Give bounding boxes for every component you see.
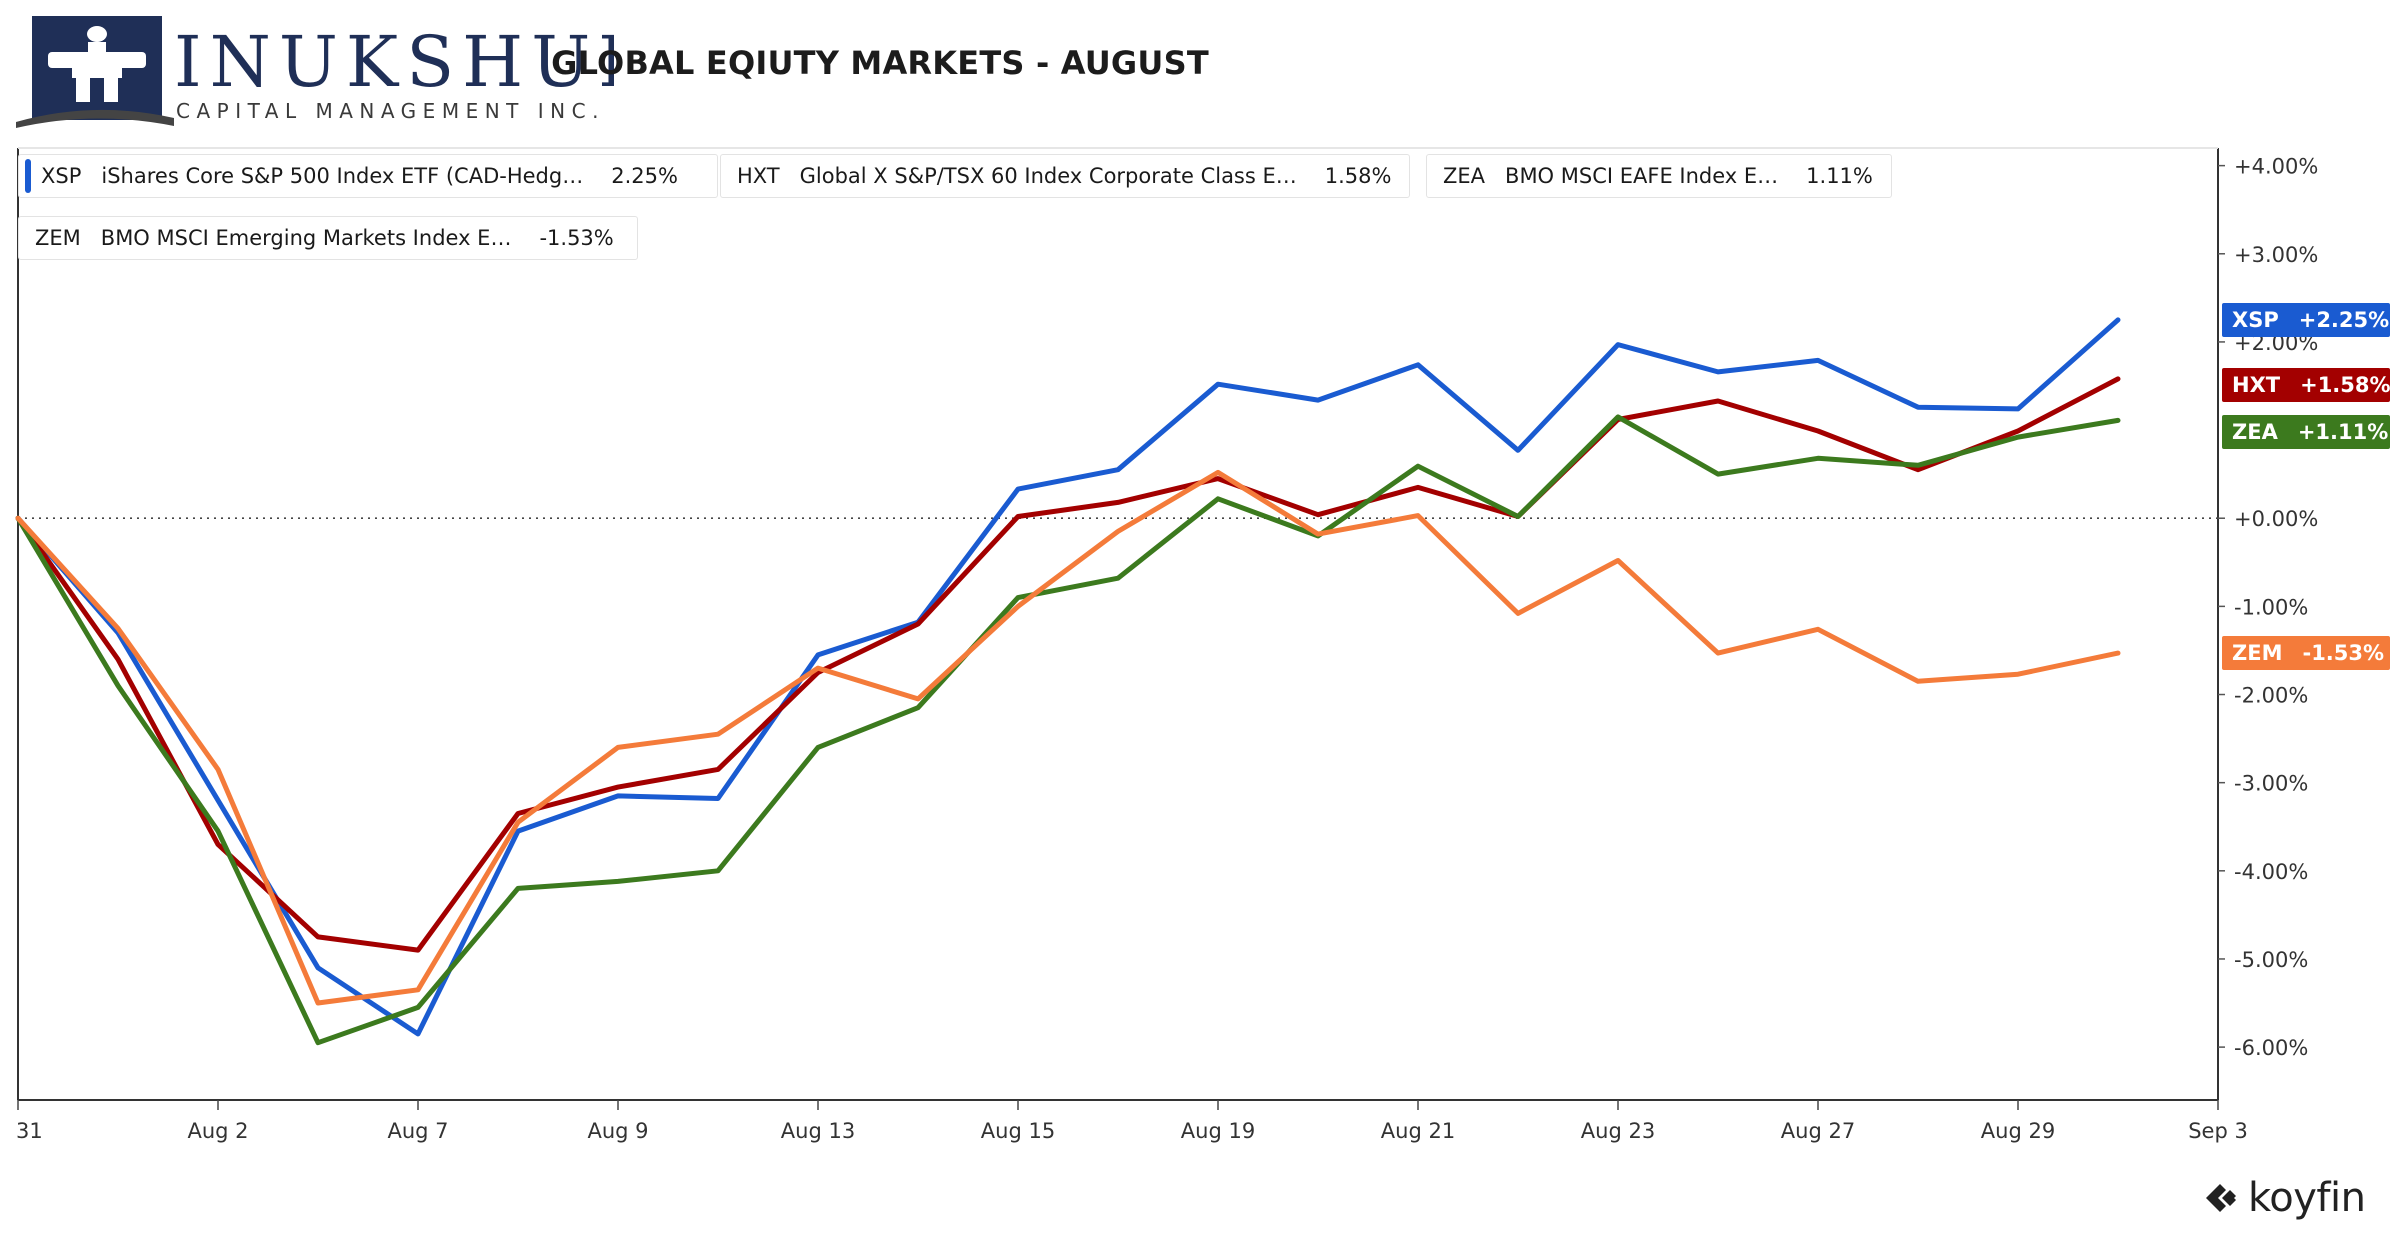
legend-ticker: HXT — [737, 164, 780, 188]
x-tick-label: Aug 2 — [187, 1119, 248, 1143]
x-tick-label: Aug 9 — [587, 1119, 648, 1143]
legend-item-zea[interactable]: ZEA BMO MSCI EAFE Index E… 1.11% — [1426, 154, 1892, 198]
x-tick-label: Aug 19 — [1181, 1119, 1255, 1143]
legend-ticker: XSP — [41, 164, 82, 188]
y-tick-label: -4.00% — [2234, 860, 2308, 884]
y-axis: +4.00%+3.00%+2.00%+0.00%-1.00%-2.00%-3.0… — [2218, 155, 2318, 1060]
series-line-hxt — [15, 376, 2121, 953]
y-tick-label: +3.00% — [2234, 243, 2318, 267]
end-label-ticker: HXT — [2232, 372, 2281, 397]
end-label-value: +1.58% — [2300, 372, 2391, 397]
x-tick-label: Aug 7 — [387, 1119, 448, 1143]
x-tick-label: Aug 21 — [1381, 1119, 1455, 1143]
end-label-ticker: ZEA — [2232, 420, 2278, 445]
legend-item-xsp[interactable]: XSP iShares Core S&P 500 Index ETF (CAD-H… — [18, 154, 718, 198]
end-label-ticker: ZEM — [2232, 641, 2283, 666]
series-line-zem — [15, 469, 2121, 1006]
series-lines — [15, 317, 2121, 1046]
legend-series-name: BMO MSCI EAFE Index E… — [1505, 164, 1779, 188]
end-label-hxt: HXT +1.58% — [2222, 367, 2391, 402]
end-label-ticker: XSP — [2232, 307, 2279, 332]
y-tick-label: +0.00% — [2234, 507, 2318, 531]
inukshuk-figure-icon — [48, 26, 146, 102]
legend-series-name: iShares Core S&P 500 Index ETF (CAD-Hedg… — [101, 164, 584, 188]
legend-ticker: ZEM — [35, 226, 81, 250]
x-tick-label: Aug 23 — [1581, 1119, 1655, 1143]
legend-ticker: ZEA — [1443, 164, 1486, 188]
x-axis: 31 Aug 2 Aug 7 Aug 9 Aug 13 Aug 15 Aug 19 Aug 2… — [16, 1100, 2248, 1143]
end-label-xsp: XSP +2.25% — [2222, 302, 2390, 337]
legend-value: 1.11% — [1806, 164, 1873, 188]
x-tick-label: Aug 13 — [781, 1119, 855, 1143]
legend-series-name: BMO MSCI Emerging Markets Index E… — [100, 226, 512, 250]
x-tick-label: Aug 27 — [1781, 1119, 1855, 1143]
legend-color-swatch — [25, 159, 31, 193]
y-tick-label: -5.00% — [2234, 948, 2308, 972]
x-tick-label: 31 — [16, 1119, 43, 1143]
end-label-zea: ZEA +1.11% — [2222, 415, 2390, 450]
y-tick-label: -6.00% — [2234, 1036, 2308, 1060]
x-tick-label: Aug 15 — [981, 1119, 1055, 1143]
legend-value: 1.58% — [1324, 164, 1392, 188]
inukshuk-logo-icon: INUKSHUK CAPITAL MANAGEMENT INC. — [16, 16, 614, 128]
legend-value: -1.53% — [539, 226, 614, 250]
plot-frame — [17, 147, 2219, 1101]
y-tick-label: -3.00% — [2234, 772, 2308, 796]
koyfin-brand: koyfin — [2200, 1175, 2366, 1221]
x-tick-label: Sep 3 — [2188, 1119, 2248, 1143]
series-line-xsp — [15, 317, 2121, 1037]
end-label-value: +2.25% — [2298, 307, 2390, 332]
koyfin-wordmark: koyfin — [2248, 1175, 2366, 1221]
brand-subtitle: CAPITAL MANAGEMENT INC. — [176, 99, 605, 123]
koyfin-logo-icon — [2206, 1184, 2236, 1212]
y-tick-label: -1.00% — [2234, 595, 2308, 619]
x-tick-label: Aug 29 — [1981, 1119, 2055, 1143]
legend-value: 2.25% — [611, 164, 678, 188]
brand-name: INUKSHUK — [174, 21, 614, 103]
logo-swoosh — [16, 109, 174, 128]
legend-item-zem[interactable]: ZEM BMO MSCI Emerging Markets Index E… -1.… — [18, 216, 638, 260]
series-line-zea — [15, 414, 2121, 1046]
end-label-value: +1.11% — [2297, 420, 2389, 445]
end-label-value: -1.53% — [2302, 641, 2385, 666]
page-title: GLOBAL EQIUTY MARKETS - AUGUST — [551, 44, 1209, 82]
legend-item-hxt[interactable]: HXT Global X S&P/TSX 60 Index Corporate C… — [720, 154, 1410, 198]
y-tick-label: +4.00% — [2234, 155, 2318, 179]
legend-series-name: Global X S&P/TSX 60 Index Corporate Clas… — [799, 164, 1297, 188]
y-tick-label: -2.00% — [2234, 684, 2308, 708]
end-label-zem: ZEM -1.53% — [2222, 636, 2390, 671]
